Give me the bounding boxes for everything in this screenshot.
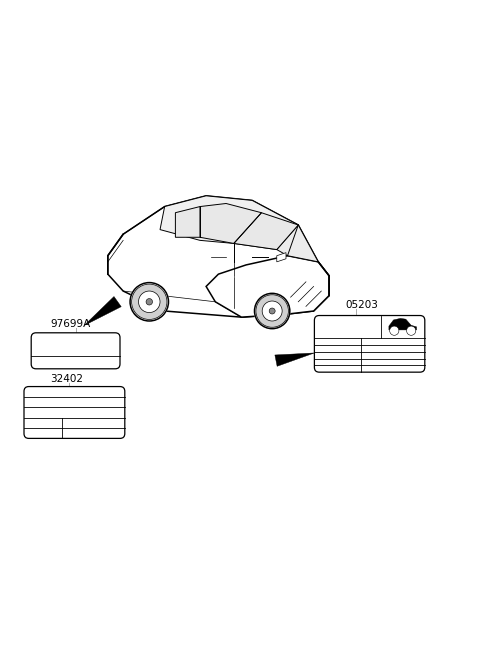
Polygon shape — [84, 297, 121, 325]
FancyBboxPatch shape — [31, 333, 120, 369]
Circle shape — [407, 326, 416, 335]
Circle shape — [269, 308, 275, 314]
Polygon shape — [108, 195, 329, 317]
Polygon shape — [175, 207, 200, 237]
Polygon shape — [277, 253, 286, 262]
Circle shape — [254, 293, 290, 329]
Polygon shape — [206, 256, 329, 317]
Circle shape — [139, 291, 160, 312]
Polygon shape — [277, 225, 318, 262]
FancyBboxPatch shape — [24, 386, 125, 438]
Polygon shape — [160, 195, 298, 249]
Text: 05203: 05203 — [346, 300, 378, 310]
Circle shape — [146, 298, 153, 305]
Circle shape — [262, 301, 282, 321]
Polygon shape — [200, 203, 262, 243]
Polygon shape — [234, 213, 298, 249]
Text: 97699A: 97699A — [50, 319, 91, 329]
FancyBboxPatch shape — [314, 316, 425, 372]
Circle shape — [130, 283, 168, 321]
Circle shape — [132, 284, 167, 319]
Polygon shape — [275, 353, 314, 366]
Text: 32402: 32402 — [50, 374, 84, 384]
Circle shape — [390, 326, 399, 335]
Circle shape — [256, 295, 288, 327]
Polygon shape — [389, 318, 417, 330]
